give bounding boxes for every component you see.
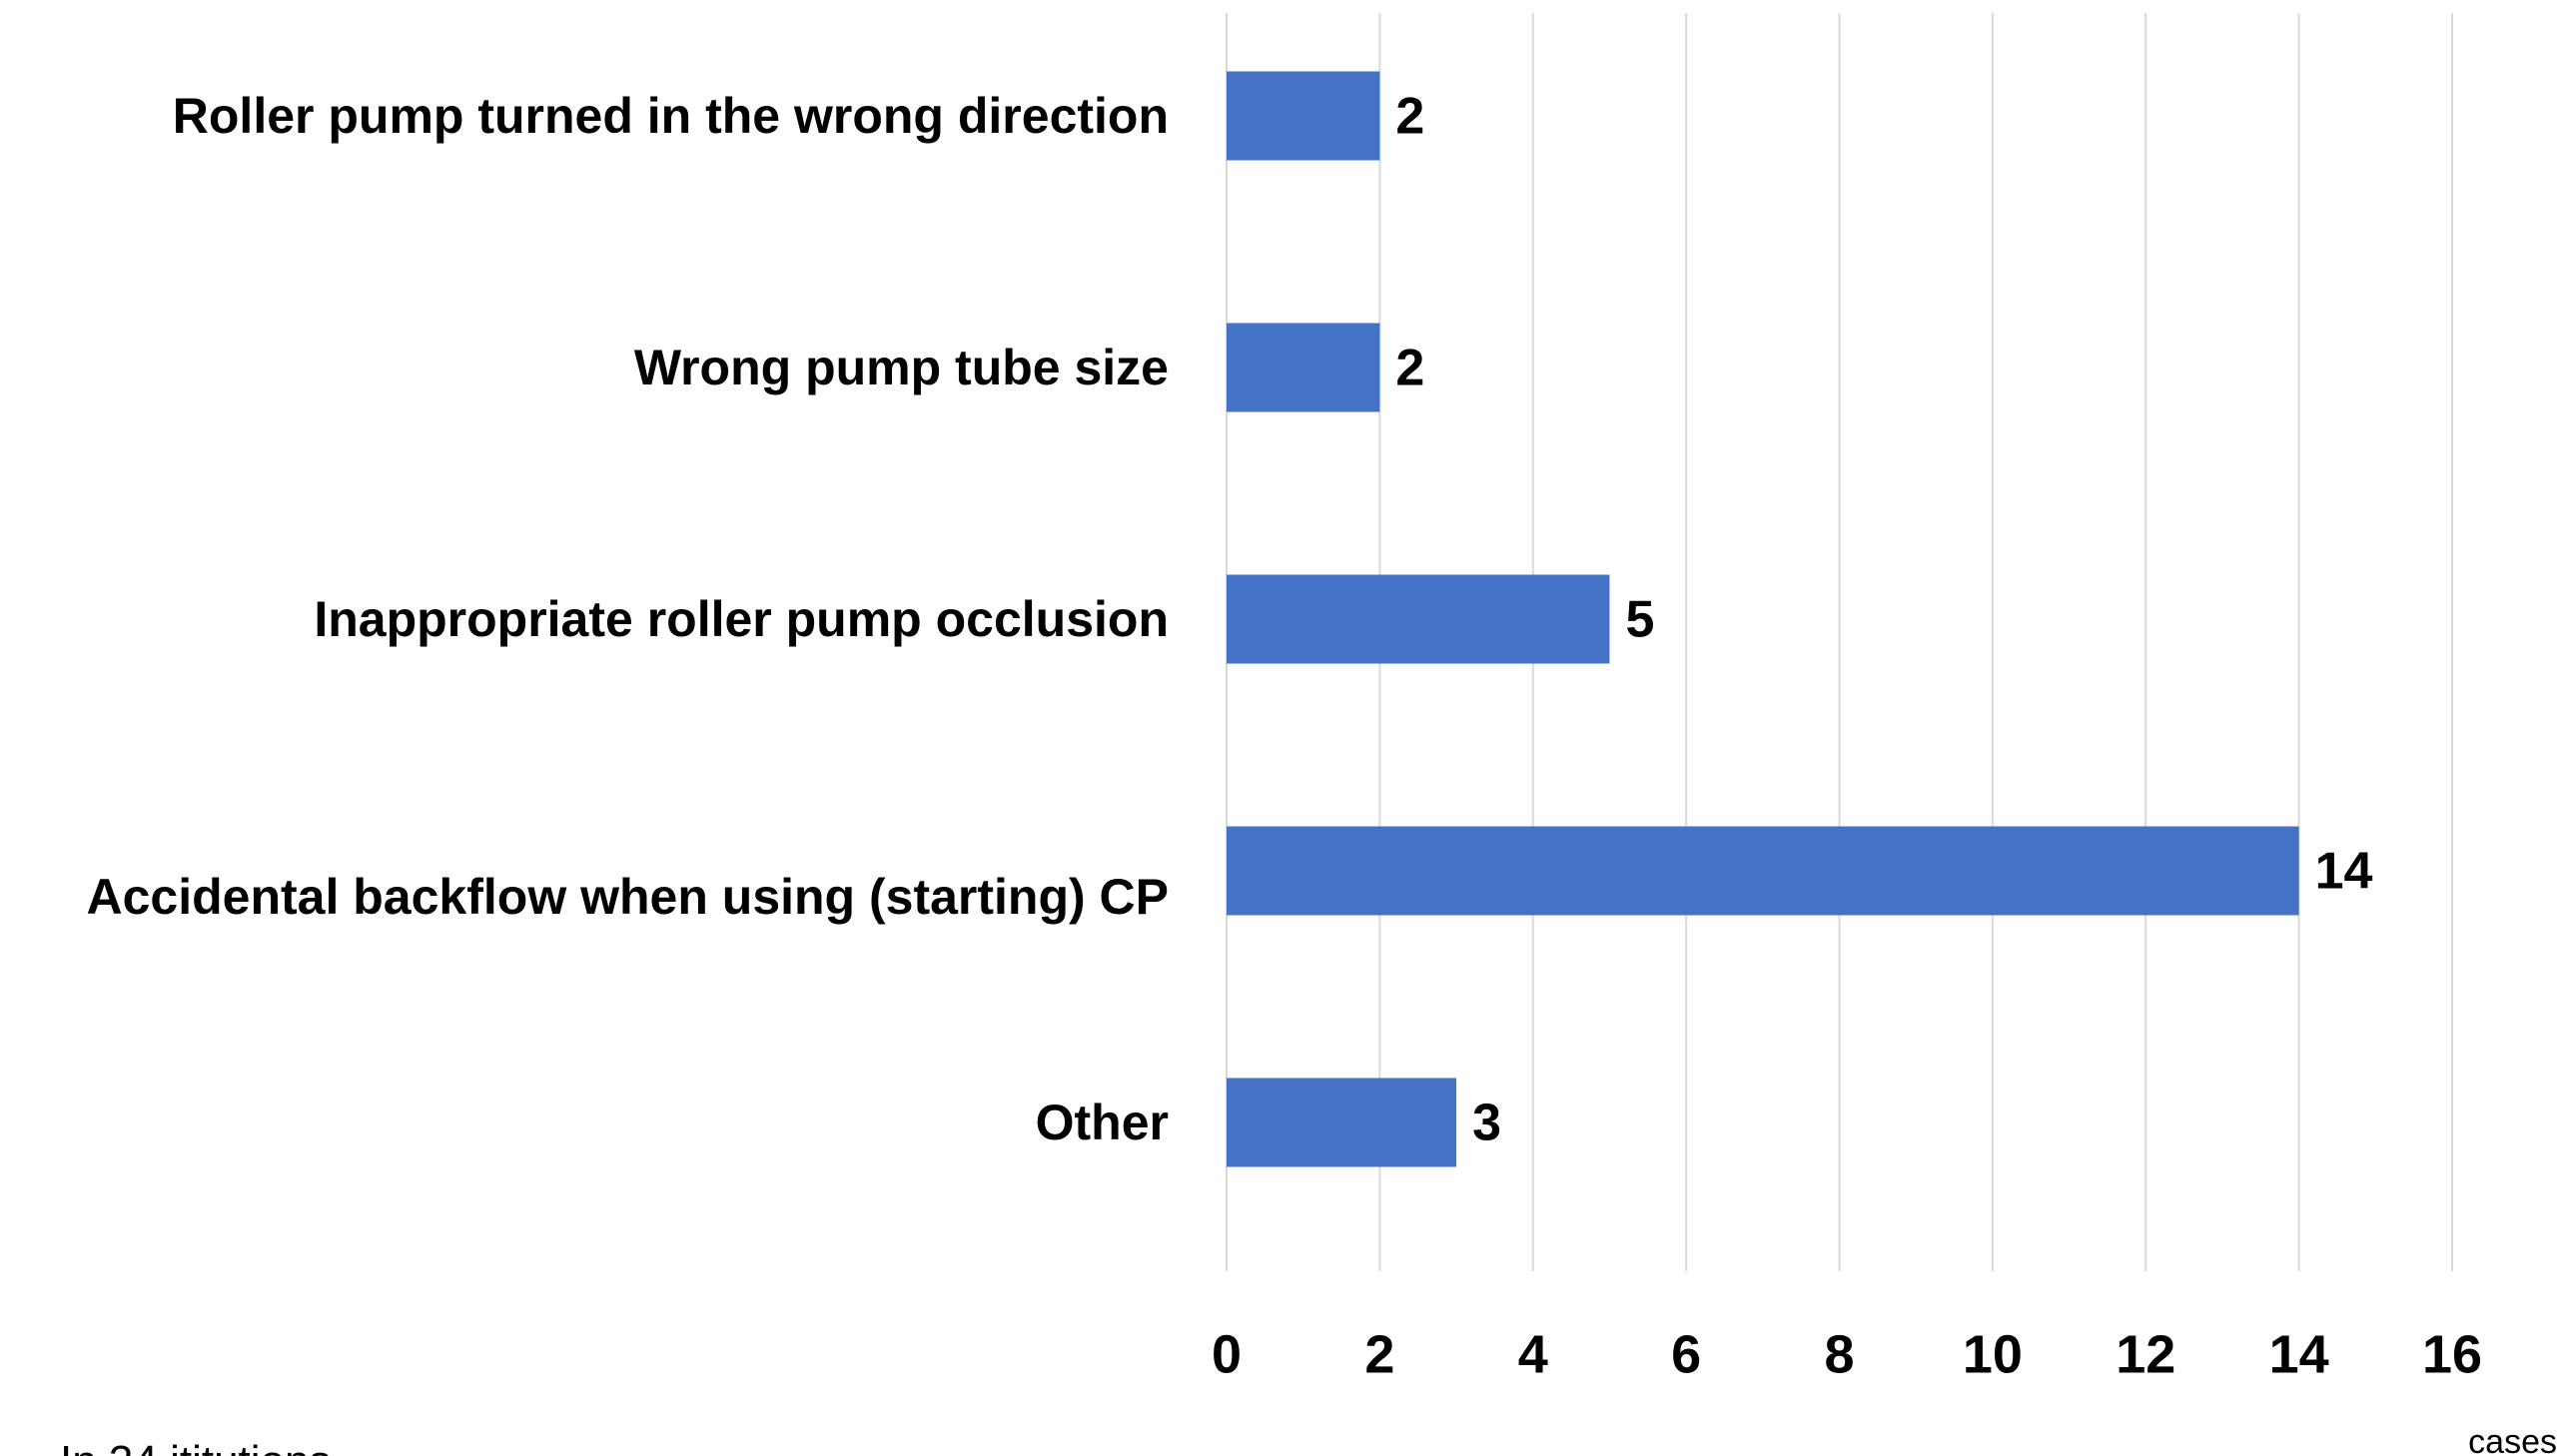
x-axis-label: cases bbox=[2468, 1423, 2557, 1456]
annotation: In 34 ititutions bbox=[60, 1437, 332, 1456]
y-tick-label: Accidental backflow when using (starting… bbox=[86, 869, 1169, 925]
bar bbox=[1227, 71, 1380, 161]
bar bbox=[1227, 574, 1610, 664]
x-tick-label: 4 bbox=[1518, 1324, 1548, 1384]
data-label: 5 bbox=[1625, 591, 1654, 649]
x-tick-label: 12 bbox=[2116, 1324, 2175, 1384]
category-label-box: Other bbox=[10, 1023, 1169, 1222]
category-label-box: Accidental backflow when using (starting… bbox=[10, 797, 1169, 997]
x-tick-label: 0 bbox=[1212, 1324, 1242, 1384]
bar bbox=[1227, 826, 2299, 916]
bar bbox=[1227, 323, 1380, 412]
category-label-box: Roller pump turned in the wrong directio… bbox=[10, 16, 1169, 216]
x-tick-label: 2 bbox=[1364, 1324, 1394, 1384]
data-label: 2 bbox=[1395, 340, 1424, 397]
y-tick-label: Roller pump turned in the wrong directio… bbox=[172, 88, 1169, 144]
y-tick-label: Wrong pump tube size bbox=[633, 340, 1169, 395]
x-tick-label: 8 bbox=[1824, 1324, 1854, 1384]
x-tick-label: 10 bbox=[1963, 1324, 2023, 1384]
data-label: 2 bbox=[1395, 88, 1424, 146]
category-label-box: Wrong pump tube size bbox=[10, 268, 1169, 467]
data-label: 14 bbox=[2315, 843, 2373, 901]
y-tick-label: Other bbox=[1035, 1094, 1169, 1150]
x-tick-label: 14 bbox=[2269, 1324, 2329, 1384]
x-tick-label: 16 bbox=[2422, 1324, 2482, 1384]
data-label: 3 bbox=[1472, 1094, 1501, 1152]
bar bbox=[1227, 1078, 1457, 1167]
x-tick-label: 6 bbox=[1671, 1324, 1701, 1384]
category-label-box: Inappropriate roller pump occlusion bbox=[10, 519, 1169, 719]
y-tick-label: Inappropriate roller pump occlusion bbox=[314, 591, 1169, 647]
